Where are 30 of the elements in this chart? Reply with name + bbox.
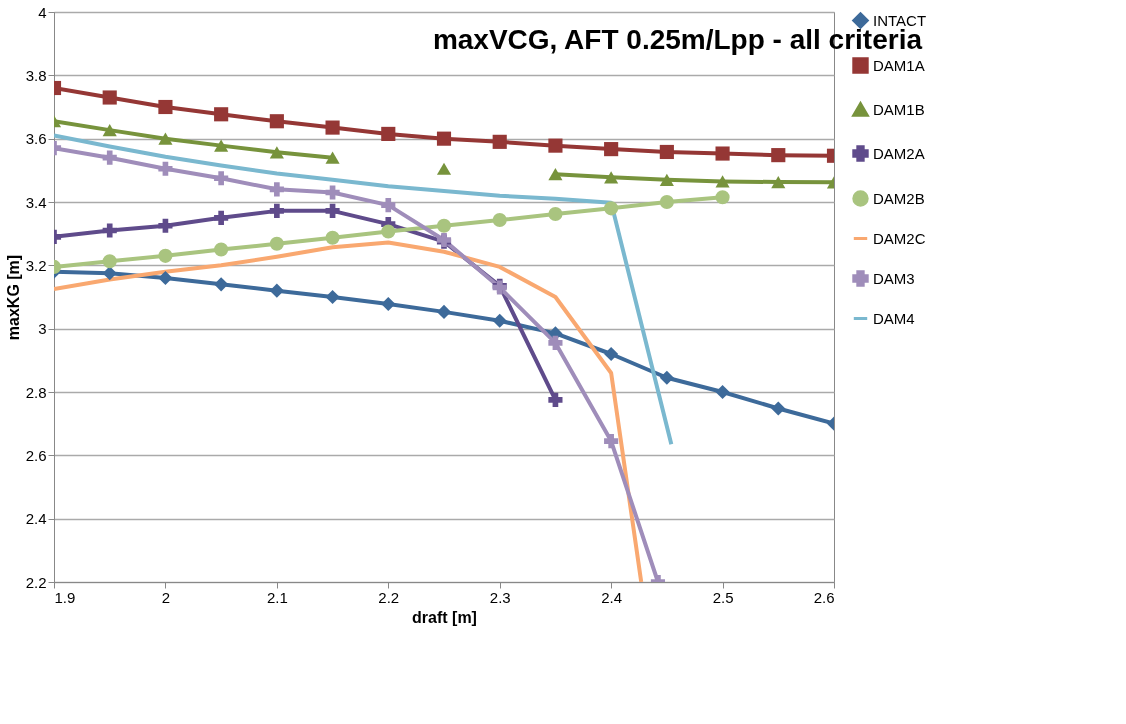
y-tick-label: 2.2 [25, 573, 47, 591]
x-tick-label: 2.6 [813, 588, 835, 606]
y-tick-label: 3.8 [25, 66, 47, 84]
x-tick-label: 2.2 [378, 588, 400, 606]
x-axis-title: draft [m] [412, 608, 477, 626]
legend-label: DAM3 [873, 269, 915, 287]
legend-label: DAM2A [873, 144, 925, 162]
line-series [54, 133, 674, 447]
legend-label: INTACT [873, 11, 927, 29]
y-tick-label: 3.2 [25, 256, 47, 274]
y-tick-label: 2.8 [25, 383, 47, 401]
legend-label: DAM1A [873, 56, 925, 74]
legend-label: DAM4 [873, 309, 915, 327]
legend-label: DAM2C [873, 229, 926, 247]
y-tick-label: 2.4 [25, 510, 47, 528]
y-tick-label: 4 [38, 3, 47, 21]
x-tick-label: 2.3 [489, 588, 511, 606]
y-axis-title: maxKG [m] [4, 254, 22, 341]
line-series [54, 240, 644, 582]
y-tick-label: 3.6 [25, 130, 47, 148]
legend-label: DAM2B [873, 189, 925, 207]
y-tick-label: 3.4 [25, 193, 47, 211]
legend-label: DAM1B [873, 100, 925, 118]
x-tick-label: 2.4 [601, 588, 623, 606]
y-tick-label: 2.6 [25, 446, 47, 464]
y-tick-label: 3 [38, 320, 47, 338]
x-tick-label: 2.1 [266, 588, 288, 606]
x-tick-label: 2.5 [712, 588, 734, 606]
x-tick-label: 1.9 [54, 588, 76, 606]
x-tick-label: 2 [161, 588, 171, 606]
